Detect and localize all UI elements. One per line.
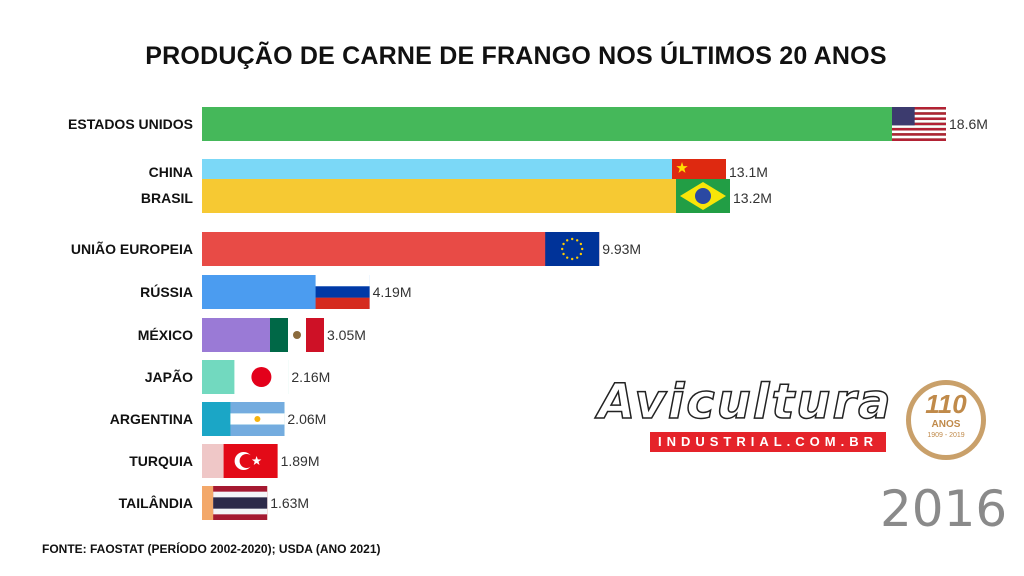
bar-group: BRASIL 13.2M	[141, 179, 772, 213]
category-label: UNIÃO EUROPEIA	[71, 240, 193, 257]
turkey-flag-icon	[223, 444, 278, 478]
category-label: ARGENTINA	[110, 411, 193, 427]
thailand-flag-icon	[213, 486, 268, 520]
logo-subtitle: INDUSTRIAL.COM.BR	[650, 432, 886, 452]
source-note: FONTE: FAOSTAT (PERÍODO 2002-2020); USDA…	[42, 542, 381, 556]
category-label: RÚSSIA	[140, 283, 193, 300]
category-label: TAILÂNDIA	[119, 494, 193, 511]
value-label: 18.6M	[949, 116, 988, 132]
bar	[202, 232, 600, 266]
bar	[202, 179, 730, 213]
bar-group: ARGENTINA 2.06M	[110, 402, 326, 436]
category-label: JAPÃO	[145, 368, 193, 385]
mexico-flag-icon	[270, 318, 324, 352]
value-label: 3.05M	[327, 327, 366, 343]
japan-flag-icon	[234, 360, 289, 394]
eu-flag-icon	[545, 232, 600, 266]
seal-number: 110	[925, 389, 967, 419]
value-label: 13.1M	[729, 164, 768, 180]
us-flag-icon	[892, 107, 946, 144]
avicultura-logo: Avicultura INDUSTRIAL.COM.BR	[597, 377, 892, 456]
category-label: TURQUIA	[129, 453, 193, 469]
bar-group: UNIÃO EUROPEIA 9.93M	[71, 232, 641, 266]
category-label: ESTADOS UNIDOS	[68, 116, 193, 132]
year-label: 2016	[880, 480, 1008, 538]
star-icon	[676, 162, 688, 173]
value-label: 2.16M	[291, 369, 330, 385]
category-label: BRASIL	[141, 190, 194, 206]
bar-group: MÉXICO 3.05M	[138, 318, 366, 352]
seal-years: 1909 - 2019	[927, 432, 965, 439]
value-label: 1.63M	[270, 495, 309, 511]
value-label: 13.2M	[733, 190, 772, 206]
value-label: 9.93M	[602, 241, 641, 257]
brazil-flag-icon	[676, 179, 730, 213]
value-label: 4.19M	[373, 284, 412, 300]
logo-word: Avicultura	[597, 374, 893, 430]
category-label: CHINA	[149, 164, 193, 180]
argentina-flag-icon	[230, 402, 285, 436]
russia-flag-icon	[315, 275, 370, 309]
seal-text: ANOS	[931, 419, 961, 430]
bar-group: TURQUIA 1.89M	[129, 444, 320, 478]
bar-group: ESTADOS UNIDOS 18.6M	[68, 107, 988, 144]
star-icon	[251, 456, 262, 465]
category-label: MÉXICO	[138, 327, 193, 343]
chart-title: PRODUÇÃO DE CARNE DE FRANGO NOS ÚLTIMOS …	[145, 42, 887, 70]
bar	[202, 107, 946, 141]
bar-group: JAPÃO 2.16M	[145, 360, 330, 394]
bar-group: RÚSSIA 4.19M	[140, 275, 412, 309]
anniversary-seal: 110 ANOS 1909 - 2019	[906, 380, 986, 460]
bar-group: TAILÂNDIA 1.63M	[119, 486, 309, 520]
value-label: 2.06M	[287, 411, 326, 427]
value-label: 1.89M	[281, 453, 320, 469]
